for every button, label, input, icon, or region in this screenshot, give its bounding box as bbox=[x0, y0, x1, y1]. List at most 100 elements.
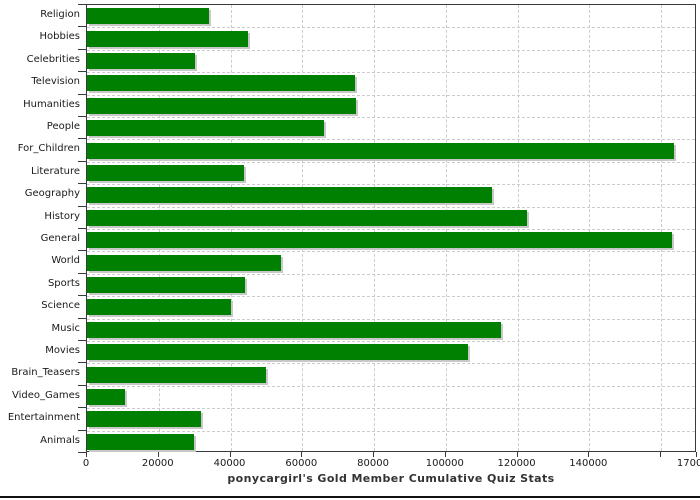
bottom-divider bbox=[0, 496, 700, 498]
bar bbox=[87, 411, 202, 428]
x-axis-tick bbox=[516, 452, 518, 457]
bar bbox=[87, 8, 209, 25]
category-label: Geography bbox=[24, 188, 80, 200]
horizontal-gridline bbox=[87, 229, 695, 230]
horizontal-gridline bbox=[87, 296, 695, 298]
x-axis-tick bbox=[588, 452, 590, 457]
bar bbox=[87, 299, 231, 316]
x-tick-label: 0 bbox=[82, 458, 90, 469]
bar bbox=[87, 389, 125, 405]
category-label: Celebrities bbox=[26, 53, 80, 65]
y-axis-tick bbox=[78, 4, 86, 5]
y-axis-tick bbox=[78, 228, 86, 229]
y-axis-tick bbox=[78, 138, 86, 140]
category-label: Religion bbox=[40, 9, 80, 20]
x-tick-label: 40000 bbox=[213, 458, 246, 469]
vertical-gridline bbox=[230, 5, 232, 451]
y-axis-tick bbox=[78, 48, 86, 50]
horizontal-gridline bbox=[87, 27, 695, 29]
category-label: Science bbox=[41, 300, 80, 312]
y-axis-tick bbox=[78, 250, 86, 252]
y-axis-tick bbox=[78, 295, 86, 297]
y-axis-tick bbox=[78, 407, 86, 409]
plot-area bbox=[86, 4, 696, 452]
y-axis-tick bbox=[78, 116, 86, 117]
x-axis-tick bbox=[696, 452, 697, 457]
category-label: Entertainment bbox=[7, 412, 80, 424]
horizontal-gridline bbox=[87, 49, 695, 51]
vertical-gridline bbox=[374, 5, 376, 451]
horizontal-gridline bbox=[87, 72, 695, 74]
x-tick-label: 140000 bbox=[569, 458, 608, 469]
category-label: For_Children bbox=[17, 143, 80, 155]
y-axis-tick bbox=[78, 429, 86, 431]
category-label: General bbox=[40, 233, 80, 244]
y-axis-tick bbox=[78, 384, 86, 386]
x-tick-label: 80000 bbox=[357, 458, 389, 469]
vertical-gridline bbox=[302, 5, 304, 451]
y-axis-tick bbox=[78, 272, 86, 274]
category-label: Humanities bbox=[23, 98, 80, 110]
category-label: Music bbox=[51, 322, 80, 334]
x-axis-tick bbox=[660, 452, 662, 457]
x-axis-tick bbox=[157, 452, 159, 457]
vertical-gridline bbox=[589, 5, 591, 451]
y-axis-tick bbox=[78, 26, 86, 28]
horizontal-gridline bbox=[87, 251, 695, 253]
vertical-gridline bbox=[445, 5, 447, 451]
bar bbox=[87, 120, 325, 137]
bar bbox=[87, 433, 195, 450]
y-axis-tick bbox=[78, 340, 86, 341]
x-tick-label: 20000 bbox=[141, 458, 174, 469]
horizontal-gridline bbox=[87, 430, 695, 432]
category-label: Literature bbox=[31, 165, 80, 177]
bar bbox=[87, 53, 195, 69]
horizontal-gridline bbox=[87, 184, 695, 186]
y-axis-tick bbox=[78, 160, 86, 162]
bar bbox=[87, 344, 468, 361]
category-label: Television bbox=[31, 76, 80, 88]
category-label: Movies bbox=[45, 345, 80, 356]
vertical-gridline bbox=[517, 5, 519, 451]
horizontal-gridline bbox=[87, 341, 695, 342]
y-axis-tick bbox=[78, 93, 86, 95]
horizontal-gridline bbox=[87, 318, 695, 320]
horizontal-gridline bbox=[87, 161, 695, 163]
y-axis-tick bbox=[78, 71, 86, 73]
category-label: History bbox=[44, 210, 80, 222]
bar bbox=[87, 321, 502, 338]
bar bbox=[87, 232, 672, 249]
category-label: World bbox=[51, 255, 80, 267]
vertical-gridline bbox=[661, 5, 663, 451]
x-axis-tick bbox=[86, 452, 87, 457]
horizontal-gridline bbox=[87, 206, 695, 208]
vertical-gridline bbox=[158, 5, 160, 451]
bar bbox=[87, 277, 245, 293]
bar bbox=[87, 97, 357, 114]
category-label: Video_Games bbox=[12, 389, 80, 401]
category-label: People bbox=[46, 121, 80, 132]
bar bbox=[87, 165, 244, 181]
x-axis-tick bbox=[444, 452, 446, 457]
bar bbox=[87, 30, 248, 47]
x-tick-label: 170000 bbox=[676, 458, 700, 469]
y-axis-tick bbox=[78, 362, 86, 364]
bar bbox=[87, 142, 675, 159]
bar bbox=[87, 187, 493, 204]
horizontal-gridline bbox=[87, 139, 695, 141]
x-axis-tick bbox=[229, 452, 231, 457]
category-label: Hobbies bbox=[39, 31, 80, 43]
x-tick-label: 60000 bbox=[285, 458, 318, 469]
y-axis-tick bbox=[78, 452, 86, 453]
x-axis-tick bbox=[301, 452, 303, 457]
x-tick-label: 120000 bbox=[497, 458, 536, 469]
horizontal-gridline bbox=[87, 363, 695, 365]
horizontal-gridline bbox=[87, 117, 695, 118]
bar bbox=[87, 366, 267, 383]
category-label: Brain_Teasers bbox=[11, 367, 80, 379]
bar bbox=[87, 254, 282, 271]
horizontal-gridline bbox=[87, 408, 695, 410]
horizontal-gridline bbox=[87, 273, 695, 275]
category-label: Sports bbox=[47, 277, 80, 289]
